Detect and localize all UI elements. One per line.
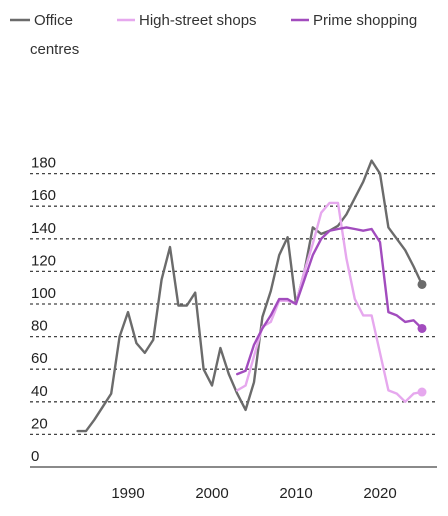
series-line-office: [76, 159, 424, 433]
x-tick-label-1990: 1990: [111, 485, 144, 502]
y-tick-label-40: 40: [31, 383, 48, 400]
y-tick-label-100: 100: [31, 285, 56, 302]
series-end-marker-prime-shopping-centres: [417, 323, 427, 333]
y-tick-label-140: 140: [31, 220, 56, 237]
series-line-high-street-shops: [236, 201, 424, 403]
series-lines: [76, 159, 427, 433]
y-tick-label-0: 0: [31, 448, 39, 465]
series-end-marker-high-street-shops: [417, 387, 427, 397]
series-line-prime-shopping-centres: [236, 226, 424, 376]
gridlines: [30, 172, 437, 468]
y-tick-label-180: 180: [31, 155, 56, 172]
y-tick-label-20: 20: [31, 415, 48, 432]
y-tick-label-60: 60: [31, 350, 48, 367]
y-axis-tick-labels: 0 20 40 60 80 100 120 140 160 180: [31, 155, 56, 465]
series-end-marker-office: [417, 279, 427, 289]
y-tick-label-80: 80: [31, 318, 48, 335]
legend-label-office: Office: [34, 12, 73, 29]
x-tick-label-2000: 2000: [195, 485, 228, 502]
x-axis-tick-labels: 1990 2000 2010 2020: [111, 485, 396, 502]
legend: Office High-street shops Prime shopping cen…: [10, 12, 417, 58]
y-tick-label-120: 120: [31, 252, 56, 269]
x-tick-label-2010: 2010: [279, 485, 312, 502]
legend-label-high-street-shops: High-street shops: [139, 12, 257, 29]
legend-label-wrap: centres: [30, 41, 79, 58]
legend-label-prime-shopping: Prime shopping: [313, 12, 417, 29]
y-tick-label-160: 160: [31, 187, 56, 204]
x-tick-label-2020: 2020: [363, 485, 396, 502]
